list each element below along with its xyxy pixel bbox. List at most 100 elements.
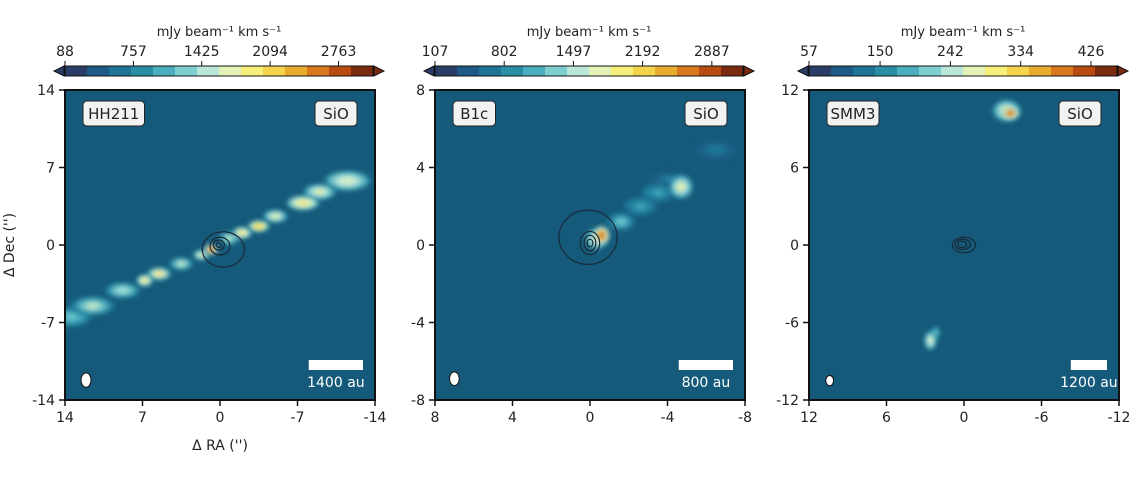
colorbar-segment <box>809 66 832 76</box>
contour-level <box>201 231 245 268</box>
colorbar-segment <box>329 66 352 76</box>
emission-knot <box>694 139 738 161</box>
source-label: B1c <box>452 100 496 127</box>
colorbar-segment <box>1051 66 1074 76</box>
svg-text:B1c: B1c <box>460 105 488 123</box>
colorbar-segment <box>963 66 986 76</box>
colorbar-tick-label: 242 <box>937 44 964 60</box>
colorbar-segment <box>1029 66 1052 76</box>
svg-text:SiO: SiO <box>323 105 349 123</box>
colorbar-segment <box>853 66 876 76</box>
y-tick-label: -6 <box>785 316 799 332</box>
colorbar-segment <box>897 66 920 76</box>
colorbar-tick-label: 2094 <box>252 44 288 60</box>
map-background <box>65 90 375 400</box>
x-tick-label: -7 <box>291 410 305 426</box>
colorbar-label: mJy beam⁻¹ km s⁻¹ <box>901 25 1026 40</box>
colorbar-segment <box>131 66 154 76</box>
emission-knot <box>167 256 196 272</box>
y-tick-label: 8 <box>416 83 425 99</box>
colorbar-segment <box>545 66 568 76</box>
y-tick-label: -7 <box>41 316 55 332</box>
continuum-contours <box>201 231 245 268</box>
scale-bar <box>308 360 363 370</box>
contour-level <box>558 209 618 265</box>
scale-bar <box>1070 360 1107 370</box>
scale-bar-label: 800 au <box>682 375 731 391</box>
y-tick-label: -4 <box>411 316 425 332</box>
x-tick-label: -4 <box>661 410 675 426</box>
svg-text:SMM3: SMM3 <box>831 105 876 123</box>
contour-level <box>212 239 226 251</box>
emission-knot <box>604 210 638 233</box>
y-axis-label: Δ Dec ('') <box>2 213 18 277</box>
panel-b1c: 8 4 0 -4 -8 8 4 0 -4 -8 B1c SiO 800 au 107 802 1497 2192… <box>411 25 756 426</box>
colorbar-tick-label: 2887 <box>694 44 730 60</box>
colorbar-segment <box>219 66 242 76</box>
colorbar-tick-label: 88 <box>56 44 74 60</box>
colorbar-label: mJy beam⁻¹ km s⁻¹ <box>527 25 652 40</box>
colorbar-segment <box>721 66 744 76</box>
colorbar: 57 150 242 334 426 mJy beam⁻¹ km s⁻¹ <box>796 25 1130 77</box>
y-tick-label: -14 <box>32 393 55 409</box>
emission-knot <box>1000 106 1021 121</box>
scale-bar-label: 1200 au <box>1060 375 1118 391</box>
contour-level <box>951 236 977 254</box>
emission-knot <box>592 224 612 247</box>
colorbar-segment <box>941 66 964 76</box>
x-axis-label: Δ RA ('') <box>192 438 248 454</box>
x-tick-label: 0 <box>586 410 595 426</box>
colorbar-segment <box>241 66 264 76</box>
emission-map <box>65 169 374 328</box>
scale-bar <box>678 360 733 370</box>
colorbar-segment <box>831 66 854 76</box>
x-tick-label: 7 <box>138 410 147 426</box>
colorbar-segment <box>523 66 546 76</box>
colorbar-segment <box>699 66 722 76</box>
colorbar-segment <box>567 66 590 76</box>
contour-level <box>954 238 972 251</box>
continuum-contours <box>951 236 977 254</box>
colorbar-segment <box>677 66 700 76</box>
tracer-label: SiO <box>314 100 358 127</box>
map-background <box>809 90 1119 400</box>
colorbar: 88 757 1425 2094 2763 mJy beam⁻¹ km s⁻¹ <box>52 25 386 77</box>
colorbar-extend-min <box>52 65 65 77</box>
emission-knot <box>284 194 322 212</box>
colorbar-segment <box>457 66 480 76</box>
colorbar-segment <box>589 66 612 76</box>
x-tick-label: 0 <box>216 410 225 426</box>
x-tick-label: -12 <box>1108 410 1131 426</box>
contour-level <box>215 241 223 249</box>
y-tick-label: 14 <box>37 83 55 99</box>
beam-ellipse <box>825 374 835 387</box>
emission-knot <box>102 281 143 300</box>
y-tick-label: 6 <box>790 161 799 177</box>
colorbar-tick-label: 2192 <box>625 44 661 60</box>
colorbar-segment <box>501 66 524 76</box>
colorbar-segment <box>1007 66 1030 76</box>
emission-knot <box>135 273 155 288</box>
colorbar-segment <box>65 66 88 76</box>
colorbar-segment <box>153 66 176 76</box>
svg-text:SiO: SiO <box>693 105 719 123</box>
colorbar-segment <box>919 66 942 76</box>
contour-level <box>586 238 594 248</box>
tracer-label: SiO <box>1058 100 1102 127</box>
colorbar-segment <box>435 66 458 76</box>
x-tick-label: -14 <box>364 410 387 426</box>
emission-knot <box>621 195 660 218</box>
emission-knot <box>667 173 695 201</box>
colorbar-segment <box>1095 66 1118 76</box>
scale-bar-label: 1400 au <box>307 375 365 391</box>
colorbar-extend-min <box>796 65 809 77</box>
emission-map <box>583 139 738 252</box>
colorbar-tick-label: 1425 <box>184 44 220 60</box>
svg-text:HH211: HH211 <box>88 105 139 123</box>
colorbar-segment <box>985 66 1008 76</box>
colorbar-segment <box>87 66 110 76</box>
emission-knot <box>67 295 118 317</box>
colorbar-tick-label: 426 <box>1078 44 1105 60</box>
